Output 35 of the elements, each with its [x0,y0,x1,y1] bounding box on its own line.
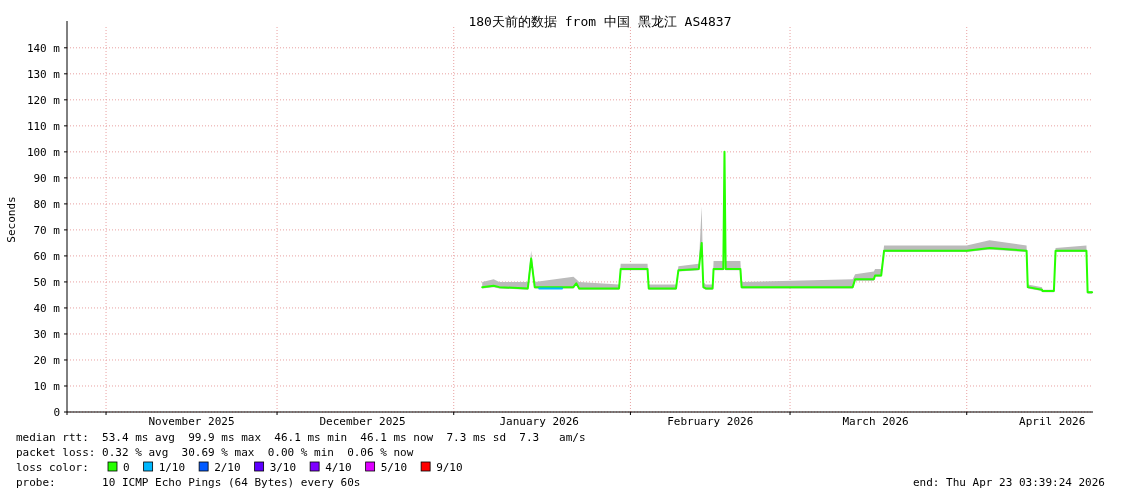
x-tick-label: January 2026 [499,415,579,428]
legend-label: 0 [123,461,130,474]
y-tick-label: 30 m [33,327,61,341]
legend-label: 5/10 [380,461,408,474]
y-tick-label: 100 m [26,145,61,159]
legend-label: 3/10 [269,461,297,474]
y-tick-label: 140 m [26,41,61,55]
x-tick-label: March 2026 [842,415,909,428]
legend-title: loss color: [16,461,89,474]
y-tick-label: 0 [53,406,60,419]
x-tick-label: November 2025 [148,415,235,428]
y-tick-label: 130 m [26,67,61,81]
y-axis-title: Seconds [5,196,18,243]
chart-title: 180天前的数据 from 中国 黑龙江 AS4837 [468,14,732,29]
y-tick-label: 90 m [33,171,61,185]
y-tick-label: 20 m [33,353,61,367]
y-tick-label: 10 m [33,379,61,393]
y-tick-label: 60 m [33,249,61,263]
x-tick-label: April 2026 [1019,415,1086,428]
legend-label: 4/10 [325,461,352,474]
text: end: Thu Apr 23 03:39:24 2026 [912,476,1105,489]
text: probe: 10 ICMP Echo Pings (64 Bytes) every 60s [16,476,361,489]
y-tick-label: 50 m [33,275,61,289]
text: packet loss: 0.32 % avg 30.69 % max 0.00 % min 0.06 % now [16,446,414,459]
y-tick-label: 120 m [26,93,61,107]
y-tick-label: 110 m [26,119,61,133]
x-tick-label: February 2026 [667,415,754,428]
y-tick-label: 80 m [33,197,61,211]
y-tick-label: 70 m [33,223,61,237]
legend-label: 2/10 [214,461,241,474]
text: median rtt: 53.4 ms avg 99.9 ms max 46.1 ms min 46.1 ms now 7.3 ms sd 7.3 am/s [16,431,586,444]
legend-label: 9/10 [436,461,463,474]
legend-label: 1/10 [158,461,186,474]
x-tick-label: December 2025 [319,415,406,428]
y-tick-label: 40 m [33,301,61,315]
